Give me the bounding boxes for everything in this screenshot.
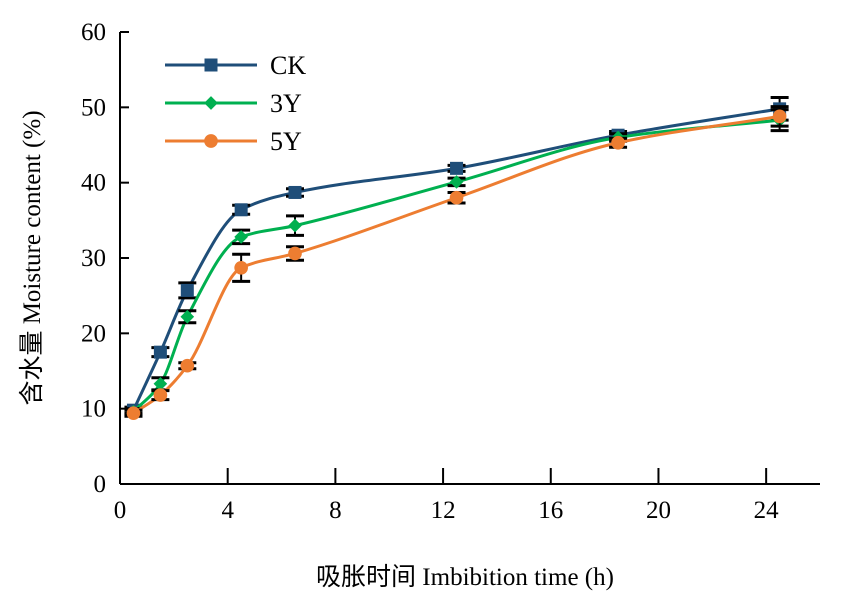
legend-item-3y: 3Y [165, 89, 302, 118]
legend-swatch-marker [204, 134, 218, 148]
data-point-3y [180, 309, 195, 324]
y-tick-label: 60 [81, 19, 106, 46]
y-tick-label: 10 [81, 396, 106, 423]
data-point-5y [153, 388, 168, 402]
x-tick-label: 0 [114, 497, 127, 524]
data-point-5y [126, 406, 141, 421]
legend-label: CK [270, 51, 306, 80]
series-line-ck [132, 107, 780, 411]
data-point-3y [234, 230, 248, 244]
series-layer [124, 96, 789, 421]
data-point-5y [180, 358, 195, 373]
data-point-ck [288, 185, 302, 199]
series-line-5y [132, 114, 780, 415]
data-point-3y [153, 376, 168, 391]
data-point-ck [450, 161, 464, 175]
y-tick-label: 40 [81, 170, 106, 197]
series-3y [124, 108, 789, 419]
axes: 0 10 20 30 40 50 60 0 4 8 12 16 20 24 [81, 19, 820, 524]
y-tick-label: 50 [81, 94, 106, 121]
x-tick-label: 24 [754, 497, 780, 524]
data-point-ck [180, 283, 194, 297]
legend-label: 5Y [270, 127, 302, 156]
series-ck [124, 96, 789, 417]
x-axis-title: 吸胀时间 Imbibition time (h) [316, 563, 614, 591]
legend-label: 3Y [270, 89, 302, 118]
legend-item-ck: CK [165, 51, 306, 80]
x-tick-label: 8 [329, 497, 342, 524]
data-point-5y [772, 109, 787, 124]
legend-item-5y: 5Y [165, 127, 302, 156]
y-tick-label: 0 [94, 471, 107, 498]
y-axis-title: 含水量 Moisture content (%) [18, 110, 46, 405]
legend-swatch-marker [204, 96, 218, 110]
data-point-5y [234, 260, 248, 275]
data-point-ck [234, 203, 248, 217]
legend: CK 3Y 5Y [165, 51, 306, 156]
x-tick-label: 12 [431, 497, 456, 524]
x-tick-label: 20 [646, 497, 671, 524]
y-tick-label: 30 [81, 245, 106, 272]
data-point-5y [288, 246, 302, 261]
x-tick-label: 4 [221, 497, 234, 524]
data-point-ck [153, 345, 167, 359]
data-point-5y [611, 135, 625, 150]
x-tick-label: 16 [538, 497, 563, 524]
series-5y [124, 105, 789, 421]
data-point-3y [288, 218, 302, 233]
data-point-3y [449, 175, 464, 189]
data-point-5y [449, 190, 464, 205]
y-tick-label: 20 [81, 320, 106, 347]
legend-swatch-marker [204, 58, 218, 72]
